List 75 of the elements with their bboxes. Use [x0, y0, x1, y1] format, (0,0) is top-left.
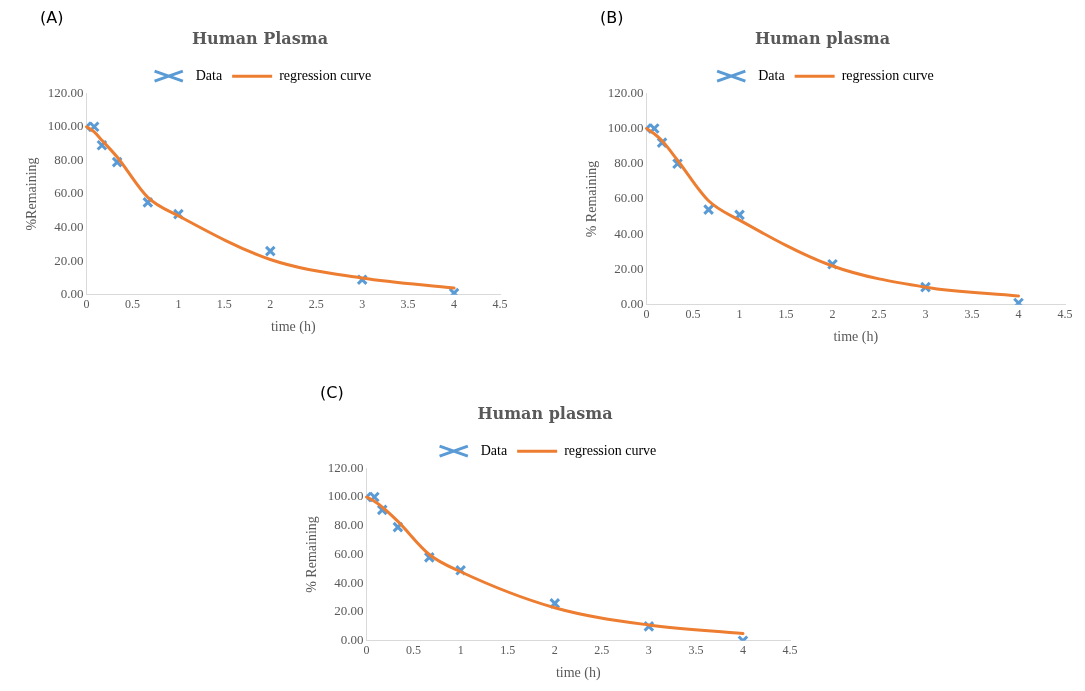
- y-tick-label: 120.00: [327, 459, 364, 475]
- y-tick-label: 100.00: [47, 118, 84, 134]
- y-tick-label: 20.00: [54, 252, 84, 268]
- y-tick-label: 60.00: [334, 545, 364, 561]
- x-tick-label: 2: [551, 643, 558, 658]
- x-tick-label: 2.5: [594, 643, 610, 658]
- x-axis-title: time (h): [555, 665, 601, 682]
- y-tick-label: 60.00: [54, 185, 84, 201]
- y-tick-label: 120.00: [47, 84, 84, 100]
- x-tick-label: 1: [457, 643, 464, 658]
- text: (A): [40, 8, 64, 27]
- legend-label: Data: [758, 67, 786, 83]
- y-tick-label: 40.00: [614, 225, 644, 241]
- y-tick-label: 0.00: [340, 632, 364, 648]
- chart-title: Human plasma: [754, 28, 891, 48]
- y-axis-title: %Remaining: [24, 157, 40, 231]
- y-tick-label: 0.00: [60, 286, 84, 302]
- x-tick-label: 4: [1015, 307, 1022, 322]
- x-tick-label: 1: [736, 307, 743, 322]
- legend-label: regression curve: [279, 67, 372, 83]
- line-series: [365, 495, 745, 636]
- x-tick-label: 3.5: [688, 643, 704, 658]
- y-tick-label: 80.00: [54, 151, 84, 167]
- x-tick-label: 3.5: [964, 307, 980, 322]
- x-tick-label: 0.5: [685, 307, 701, 322]
- y-tick-label: 40.00: [54, 219, 84, 235]
- y-tick-label: 20.00: [614, 260, 644, 276]
- y-tick-label: 40.00: [334, 574, 364, 590]
- chart-title: Human Plasma: [191, 28, 329, 48]
- x-tick-label: 4.5: [492, 297, 508, 312]
- x-tick-label: 0.5: [406, 643, 422, 658]
- line-series: [645, 126, 1021, 298]
- point: [702, 203, 715, 216]
- y-tick-label: 20.00: [334, 603, 364, 619]
- x-tick-label: 2: [829, 307, 836, 322]
- x-tick-label: 3: [359, 297, 366, 312]
- y-tick-label: 80.00: [334, 517, 364, 533]
- y-tick-label: 120.00: [607, 84, 644, 100]
- x-tick-label: 4: [451, 297, 458, 312]
- y-axis-title: % Remaining: [304, 516, 320, 593]
- y-tick-label: 100.00: [607, 119, 644, 135]
- x-tick-label: 2: [267, 297, 274, 312]
- x-tick-label: 2.5: [871, 307, 887, 322]
- x-tick-label: 4: [739, 643, 746, 658]
- x-tick-label: 0.5: [124, 297, 140, 312]
- legend-label: regression curve: [564, 442, 657, 458]
- x-tick-label: 2.5: [308, 297, 324, 312]
- x-tick-label: 1.5: [500, 643, 516, 658]
- legend-label: Data: [480, 442, 508, 458]
- x-axis-title: time (h): [270, 319, 316, 336]
- point: [733, 209, 746, 221]
- point: [264, 245, 277, 257]
- y-tick-label: 60.00: [614, 190, 644, 206]
- x-tick-label: 1: [175, 297, 182, 312]
- x-tick-label: 0: [363, 643, 370, 658]
- x-tick-label: 3.5: [400, 297, 416, 312]
- y-tick-label: 0.00: [620, 296, 644, 312]
- line-series: [85, 125, 456, 290]
- y-tick-label: 100.00: [327, 488, 364, 504]
- y-axis-title: % Remaining: [584, 160, 600, 238]
- legend-label: Data: [195, 67, 223, 83]
- x-tick-label: 4.5: [1057, 307, 1073, 322]
- x-tick-label: 1.5: [778, 307, 794, 322]
- x-tick-label: 3: [922, 307, 929, 322]
- y-tick-label: 80.00: [614, 155, 644, 171]
- text: (B): [600, 8, 624, 27]
- x-tick-label: 0: [643, 307, 650, 322]
- x-tick-label: 1.5: [216, 297, 232, 312]
- chart-title: Human plasma: [477, 403, 613, 423]
- x-tick-label: 3: [645, 643, 652, 658]
- legend-label: regression curve: [841, 67, 934, 83]
- text: (C): [320, 383, 344, 402]
- x-axis-title: time (h): [833, 329, 879, 346]
- x-tick-label: 4.5: [782, 643, 798, 658]
- x-tick-label: 0: [83, 297, 90, 312]
